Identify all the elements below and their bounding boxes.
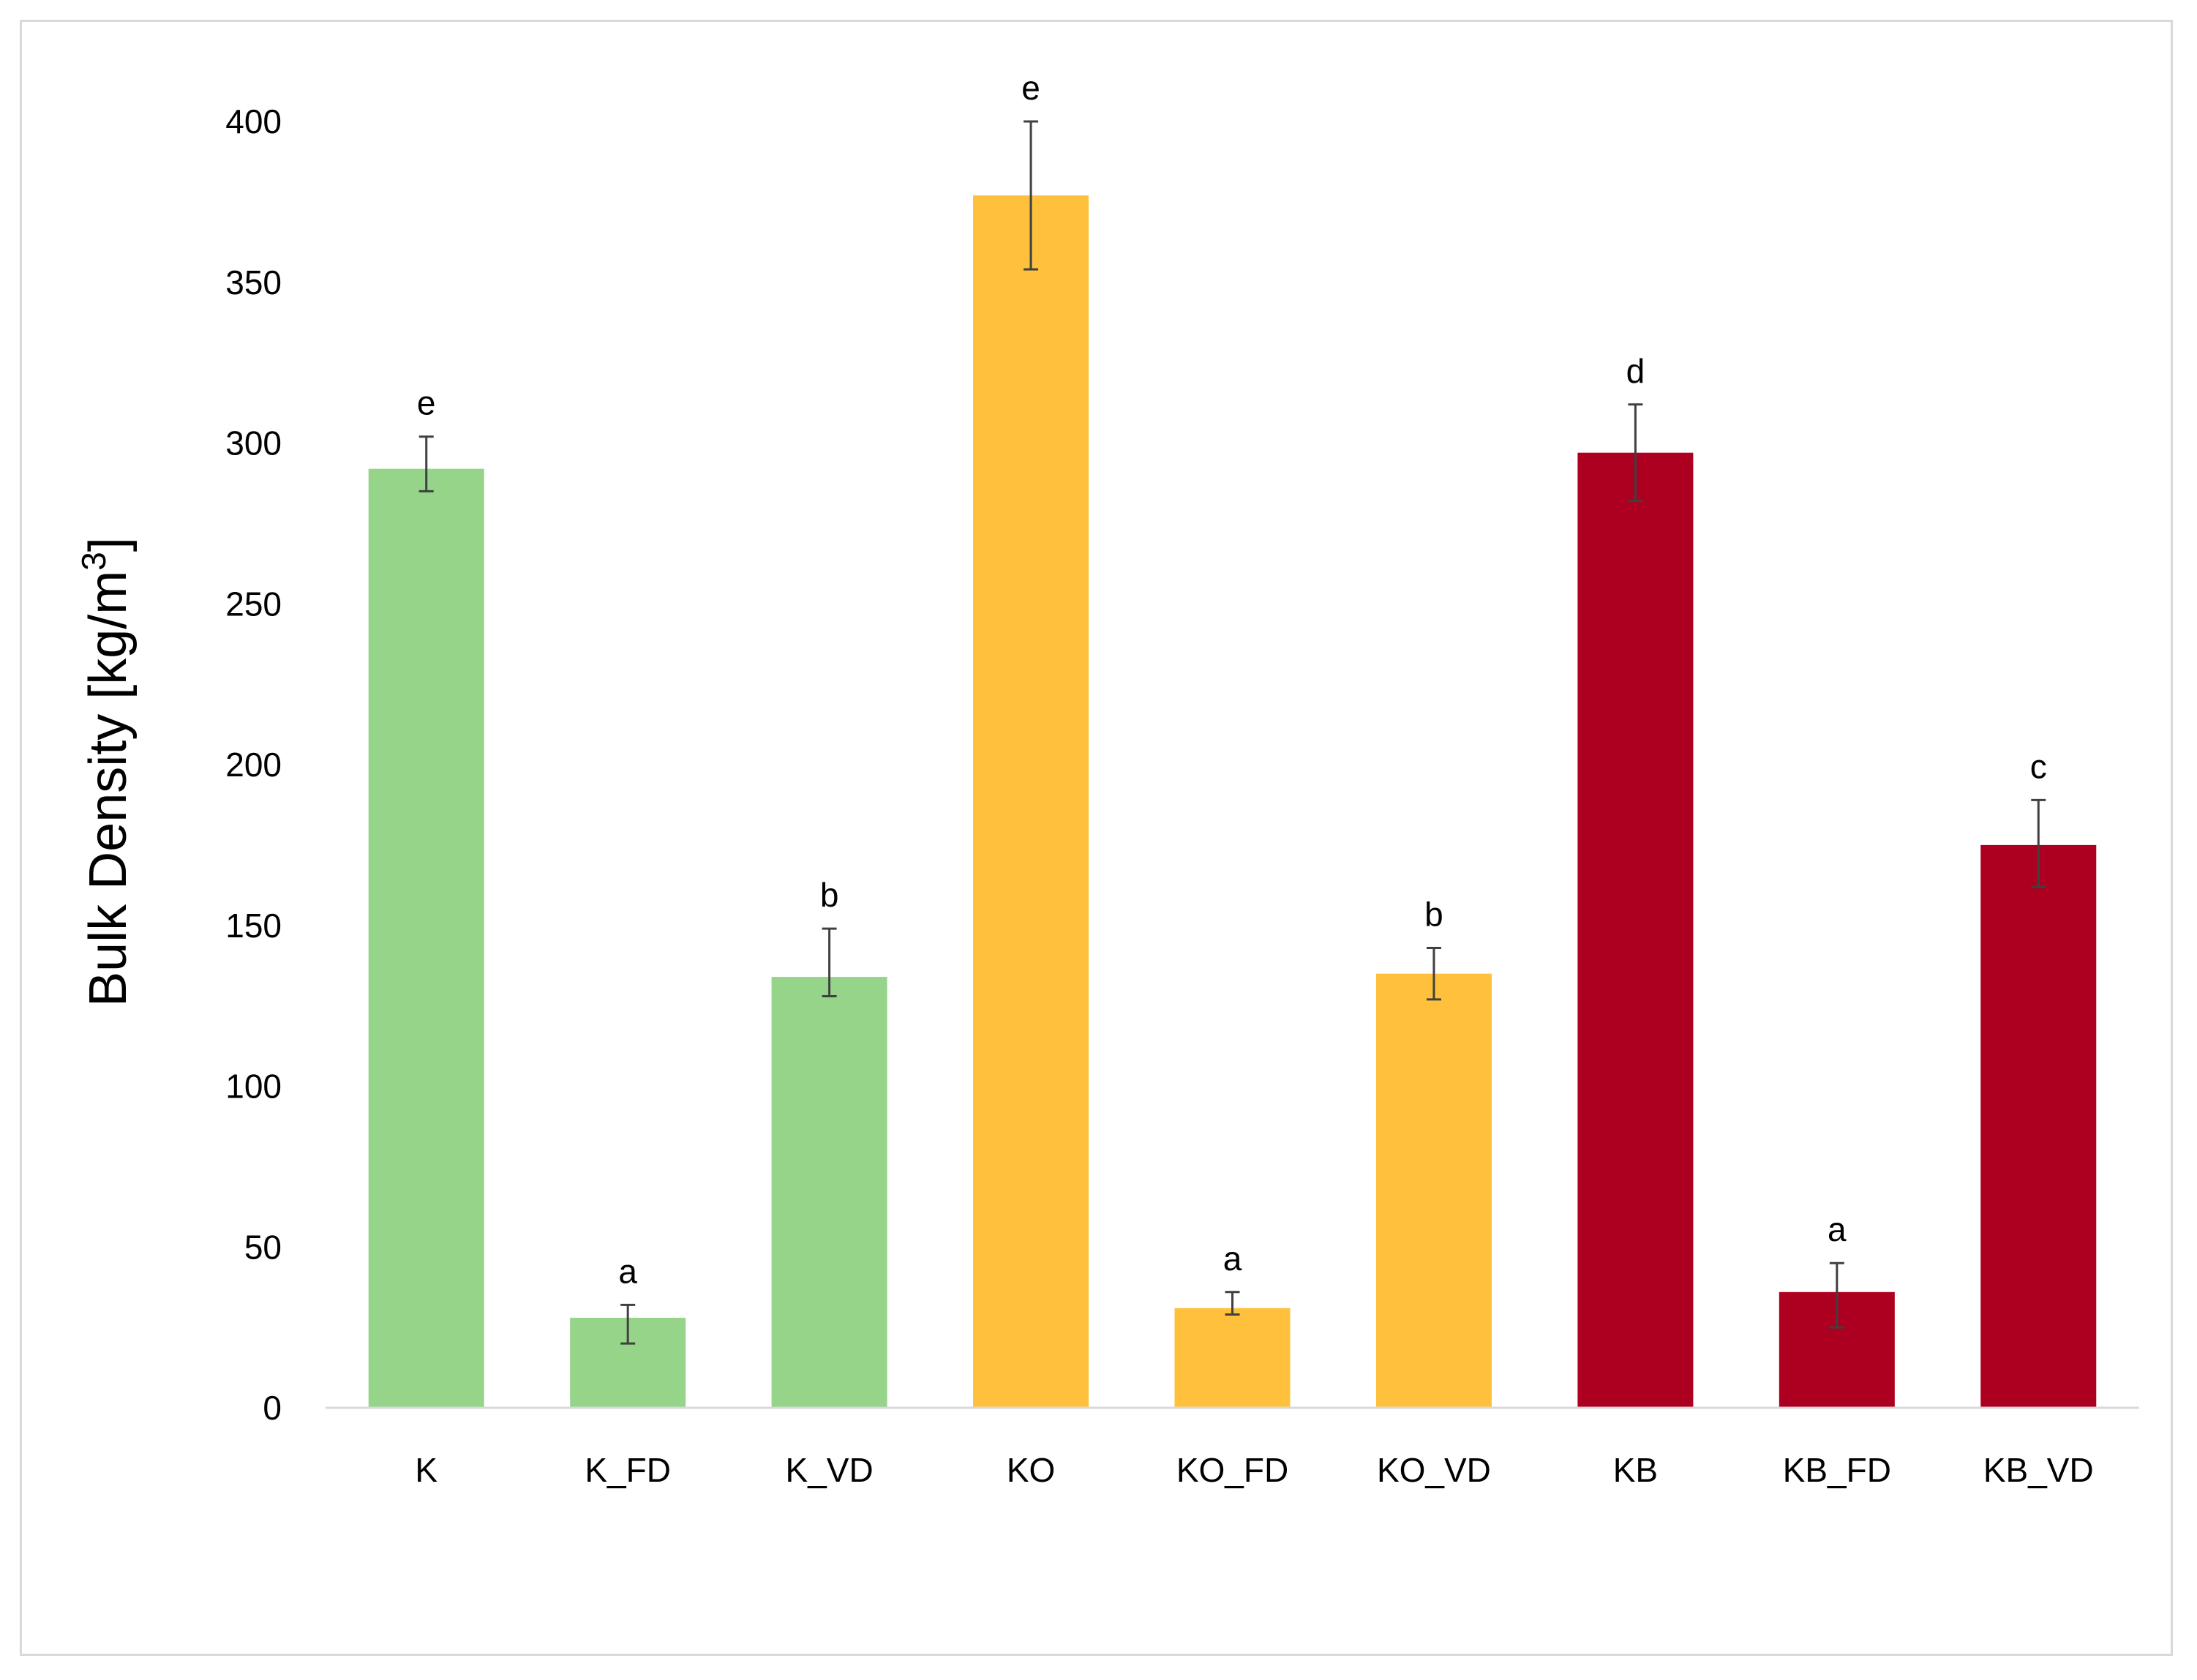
significance-letter: a — [618, 1252, 637, 1290]
significance-letter: b — [1424, 896, 1443, 934]
bar-ko-fd — [1174, 1308, 1291, 1408]
significance-letter: a — [1828, 1210, 1847, 1248]
bar-kb-vd — [1980, 844, 2097, 1408]
y-tick-label: 300 — [225, 424, 282, 462]
x-tick-label: KO — [1007, 1451, 1055, 1489]
y-axis-title-text: Bulk Density [kg/m — [79, 571, 138, 1007]
svg-text:Bulk Density [kg/m3]: Bulk Density [kg/m3] — [75, 537, 138, 1007]
bar-kb — [1577, 452, 1694, 1408]
y-axis: 0 50 100 150 200 250 300 350 400 — [225, 102, 282, 1427]
y-tick-label: 400 — [225, 102, 282, 140]
significance-letter: d — [1626, 352, 1645, 390]
y-tick-label: 350 — [225, 263, 282, 301]
x-tick-label: KB_VD — [1983, 1451, 2094, 1489]
x-tick-label: KO_VD — [1377, 1451, 1491, 1489]
error-bars — [418, 120, 2046, 1345]
significance-letter: a — [1223, 1240, 1242, 1278]
bars — [368, 195, 2097, 1409]
y-tick-label: 0 — [263, 1389, 282, 1427]
significance-letter: b — [820, 876, 839, 914]
x-tick-label: K_VD — [786, 1451, 874, 1489]
significance-letter: e — [417, 384, 436, 422]
y-tick-label: 200 — [225, 746, 282, 784]
y-tick-label: 250 — [225, 585, 282, 623]
y-axis-title: Bulk Density [kg/m3] — [75, 537, 138, 1007]
significance-letters: e a b e a b d a c — [417, 69, 2047, 1290]
bar-k — [368, 468, 484, 1409]
x-tick-label: KB — [1613, 1451, 1658, 1489]
y-tick-label: 100 — [225, 1068, 282, 1106]
bar-k-vd — [771, 977, 887, 1408]
bar-ko-vd — [1375, 973, 1492, 1408]
bar-ko — [973, 195, 1089, 1409]
x-tick-label: KO_FD — [1176, 1451, 1288, 1489]
y-axis-title-superscript: 3 — [75, 552, 113, 571]
y-tick-label: 150 — [225, 907, 282, 945]
x-tick-label: K — [415, 1451, 437, 1489]
x-axis: K K_FD K_VD KO KO_FD KO_VD KB KB_FD KB_VD — [326, 1406, 2139, 1489]
y-axis-title-close: ] — [79, 537, 138, 552]
significance-letter: c — [2030, 747, 2047, 785]
y-tick-label: 50 — [244, 1228, 282, 1266]
significance-letter: e — [1021, 69, 1040, 107]
x-tick-label: KB_FD — [1783, 1451, 1891, 1489]
x-tick-label: K_FD — [585, 1451, 671, 1489]
